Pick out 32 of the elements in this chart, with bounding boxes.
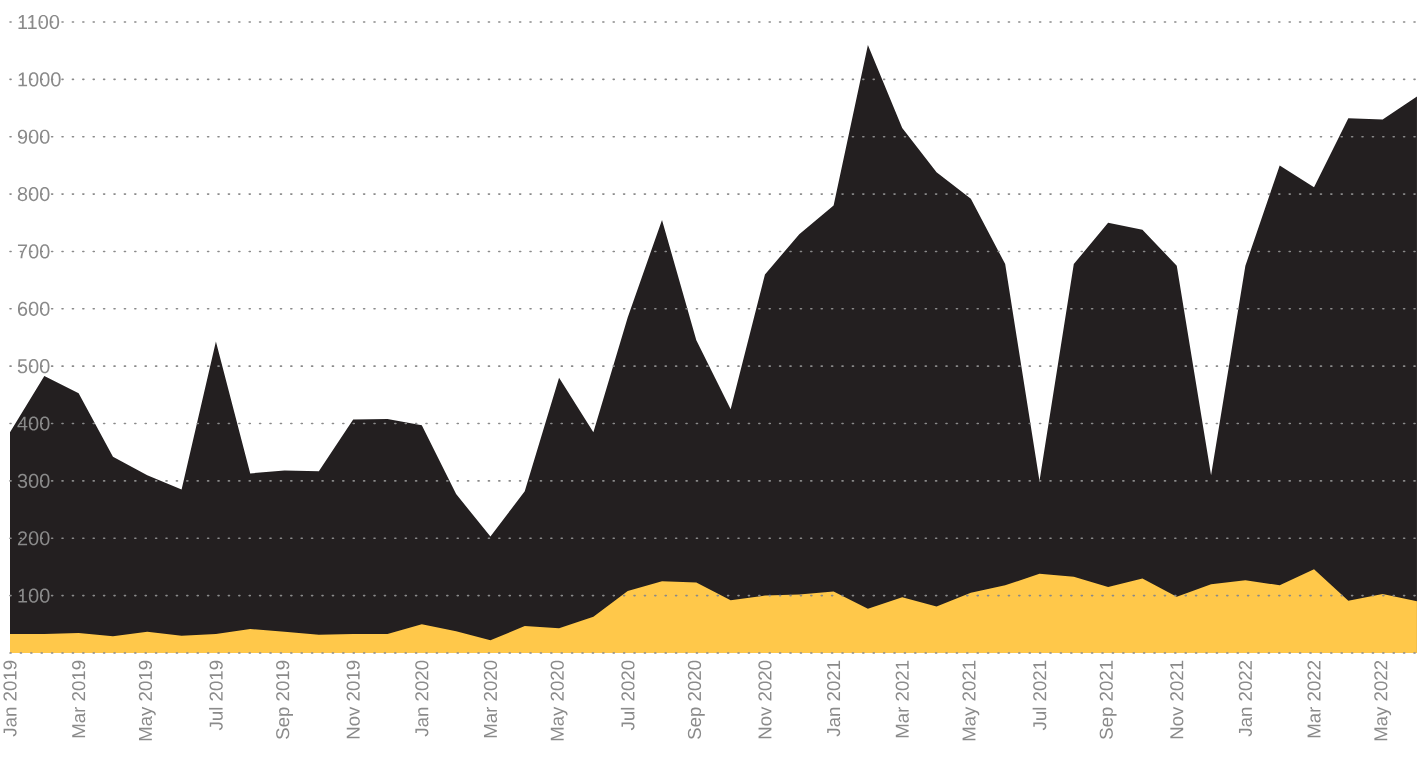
x-tick-label: Jan 2020 (415, 660, 429, 737)
y-tick-label: 1100 (18, 14, 60, 30)
y-tick-label: 900 (17, 129, 50, 144)
x-tick-label: Jul 2020 (620, 660, 635, 731)
y-tick-label: 700 (17, 244, 50, 259)
x-tick-label: Mar 2022 (1307, 660, 1321, 738)
y-tick-label: 400 (17, 416, 50, 431)
x-tick-label: Jan 2022 (1238, 660, 1252, 737)
x-tick-label: Nov 2020 (758, 660, 772, 739)
y-tick-label: 500 (17, 359, 50, 374)
x-tick-label: May 2021 (962, 660, 980, 741)
y-tick-label: 800 (17, 187, 50, 202)
x-tick-label: Mar 2020 (483, 660, 498, 738)
x-tick-label: May 2022 (1374, 660, 1392, 741)
x-tick-label: Mar 2021 (895, 660, 909, 738)
x-tick-label: Jan 2019 (3, 660, 17, 737)
y-tick-label: 200 (17, 531, 50, 546)
x-tick-label: Sep 2020 (687, 660, 705, 739)
x-tick-label: Nov 2021 (1170, 660, 1184, 739)
x-tick-label: Jan 2021 (826, 660, 841, 737)
y-tick-label: 300 (17, 473, 50, 488)
x-tick-label: Jul 2021 (1032, 660, 1047, 731)
x-tick-label: May 2020 (550, 660, 568, 741)
y-tick-label: 600 (17, 301, 50, 316)
x-tick-label: Jul 2019 (209, 660, 223, 731)
x-tick-label: May 2019 (138, 660, 156, 741)
y-tick-label: 100 (18, 588, 50, 603)
x-tick-label: Nov 2019 (346, 660, 360, 739)
y-tick-label: 1000 (18, 72, 61, 87)
x-tick-label: Sep 2021 (1099, 660, 1117, 739)
x-tick-label: Mar 2019 (72, 660, 86, 738)
x-tick-label: Sep 2019 (276, 660, 293, 739)
